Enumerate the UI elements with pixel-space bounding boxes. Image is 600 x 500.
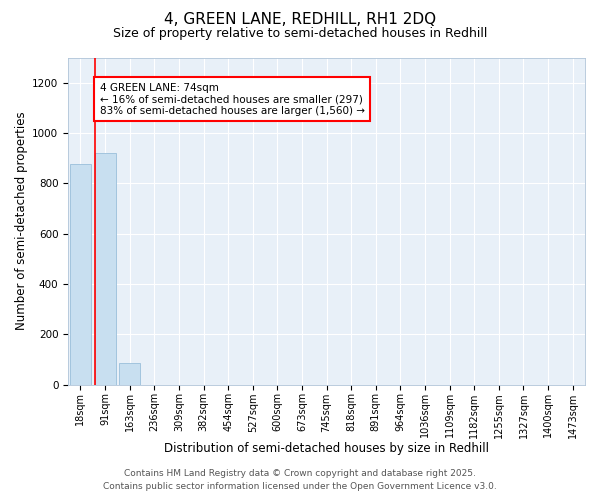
- Y-axis label: Number of semi-detached properties: Number of semi-detached properties: [15, 112, 28, 330]
- Bar: [119, 363, 140, 384]
- Bar: [70, 164, 91, 384]
- Text: Contains HM Land Registry data © Crown copyright and database right 2025.
Contai: Contains HM Land Registry data © Crown c…: [103, 470, 497, 491]
- Text: 4 GREEN LANE: 74sqm
← 16% of semi-detached houses are smaller (297)
83% of semi-: 4 GREEN LANE: 74sqm ← 16% of semi-detach…: [100, 82, 365, 116]
- X-axis label: Distribution of semi-detached houses by size in Redhill: Distribution of semi-detached houses by …: [164, 442, 489, 455]
- Text: 4, GREEN LANE, REDHILL, RH1 2DQ: 4, GREEN LANE, REDHILL, RH1 2DQ: [164, 12, 436, 28]
- Bar: [95, 153, 116, 384]
- Text: Size of property relative to semi-detached houses in Redhill: Size of property relative to semi-detach…: [113, 28, 487, 40]
